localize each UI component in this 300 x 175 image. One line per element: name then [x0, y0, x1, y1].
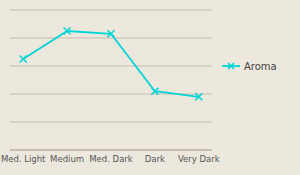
- grid-line: [10, 38, 212, 39]
- data: [20, 28, 203, 101]
- grid: [10, 10, 212, 150]
- x-tick-label: Medium: [50, 154, 84, 164]
- line: [23, 31, 199, 97]
- grid-line: [10, 66, 212, 67]
- grid-line: [10, 150, 212, 151]
- x-tick-label: Med. Light: [1, 154, 46, 164]
- marker: [195, 93, 202, 100]
- marker: [20, 56, 27, 63]
- x-tick-label: Very Dark: [178, 154, 220, 164]
- legend: Aroma: [222, 61, 277, 72]
- marker: [64, 28, 71, 35]
- marker: [108, 30, 115, 37]
- grid-line: [10, 10, 212, 11]
- x-axis-line: [10, 150, 212, 151]
- legend-marker: [228, 63, 234, 69]
- grid-line: [10, 122, 212, 123]
- marker: [151, 88, 158, 95]
- x-tick-label: Med. Dark: [89, 154, 133, 164]
- chart: Med. Light Medium Med. Dark Dark Very Dark Ar…: [0, 0, 300, 175]
- x-tick-label: Dark: [145, 154, 165, 164]
- legend-label: Aroma: [244, 61, 277, 72]
